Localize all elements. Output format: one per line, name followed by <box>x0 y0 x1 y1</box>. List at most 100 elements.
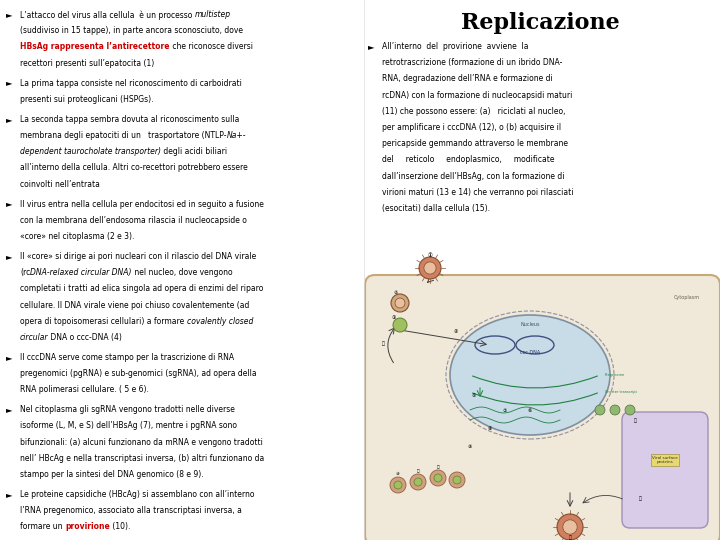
Text: l’RNA pregenomico, associato alla transcriptasi inversa, a: l’RNA pregenomico, associato alla transc… <box>20 507 242 515</box>
Text: ⑤: ⑤ <box>472 393 476 398</box>
Text: recettori presenti sull’epatocita (1): recettori presenti sull’epatocita (1) <box>20 59 154 68</box>
Text: all’interno della cellula. Altri co-recettori potrebbero essere: all’interno della cellula. Altri co-rece… <box>20 164 248 172</box>
Circle shape <box>414 478 422 486</box>
Text: ⑪: ⑪ <box>417 469 419 473</box>
Text: ►: ► <box>6 10 12 19</box>
Ellipse shape <box>450 315 610 435</box>
Circle shape <box>434 474 442 482</box>
Text: che riconosce diversi: che riconosce diversi <box>169 43 253 51</box>
Text: L’attacco del virus alla cellula  è un processo: L’attacco del virus alla cellula è un pr… <box>20 10 194 19</box>
Text: dall’inserzione dell’HBsAg, con la formazione di: dall’inserzione dell’HBsAg, con la forma… <box>382 172 564 180</box>
Text: ►: ► <box>6 115 12 124</box>
Text: ccc DNA: ccc DNA <box>520 349 540 354</box>
Text: pericapside gemmando attraverso le membrane: pericapside gemmando attraverso le membr… <box>382 139 568 148</box>
Text: del     reticolo     endoplasmico,     modificate: del reticolo endoplasmico, modificate <box>382 156 554 164</box>
Text: completati i tratti ad elica singola ad opera di enzimi del riparo: completati i tratti ad elica singola ad … <box>20 285 264 293</box>
Text: membrana degli epatociti di un   trasportatore (NTLP-: membrana degli epatociti di un trasporta… <box>20 131 227 140</box>
Circle shape <box>419 257 441 279</box>
Text: pregenomici (pgRNA) e sub-genomici (sgRNA), ad opera della: pregenomici (pgRNA) e sub-genomici (sgRN… <box>20 369 256 378</box>
Text: ►: ► <box>6 353 12 362</box>
Text: Le proteine capsidiche (HBcAg) si assemblano con all’interno: Le proteine capsidiche (HBcAg) si assemb… <box>20 490 254 499</box>
Text: La prima tappa consiste nel riconoscimento di carboidrati: La prima tappa consiste nel riconoscimen… <box>20 79 242 87</box>
Text: DNA o ccc-DNA (4): DNA o ccc-DNA (4) <box>48 333 122 342</box>
Text: ⑧: ⑧ <box>488 426 492 431</box>
FancyBboxPatch shape <box>622 412 708 528</box>
Text: Replicazione: Replicazione <box>461 12 619 34</box>
Text: cellulare. Il DNA virale viene poi chiuso covalentemente (ad: cellulare. Il DNA virale viene poi chius… <box>20 301 249 309</box>
Text: bifunzionali: (a) alcuni funzionano da mRNA e vengono tradotti: bifunzionali: (a) alcuni funzionano da m… <box>20 438 263 447</box>
Text: nel nucleo, dove vengono: nel nucleo, dove vengono <box>132 268 233 277</box>
Text: RNA, degradazione dell’RNA e formazione di: RNA, degradazione dell’RNA e formazione … <box>382 75 553 83</box>
Text: virioni maturi (13 e 14) che verranno poi rilasciati: virioni maturi (13 e 14) che verranno po… <box>382 188 574 197</box>
Circle shape <box>563 520 577 534</box>
Text: ④: ④ <box>454 329 458 334</box>
Text: ⑩: ⑩ <box>396 472 400 476</box>
Text: (suddiviso in 15 tappe), in parte ancora sconosciuto, dove: (suddiviso in 15 tappe), in parte ancora… <box>20 26 243 35</box>
Text: (10).: (10). <box>109 523 130 531</box>
Text: Il «core» si dirige ai pori nucleari con il rilascio del DNA virale: Il «core» si dirige ai pori nucleari con… <box>20 252 256 261</box>
Text: opera di topoisomerasi cellulari) a formare: opera di topoisomerasi cellulari) a form… <box>20 317 186 326</box>
Text: ►: ► <box>6 406 12 414</box>
Text: covalently closed: covalently closed <box>186 317 253 326</box>
Text: con la membrana dell’endosoma rilascia il nucleocapside o: con la membrana dell’endosoma rilascia i… <box>20 216 247 225</box>
Text: Il cccDNA serve come stampo per la trascrizione di RNA: Il cccDNA serve come stampo per la trasc… <box>20 353 234 362</box>
Text: multistep: multistep <box>194 10 231 19</box>
Text: circular: circular <box>20 333 48 342</box>
Circle shape <box>610 405 620 415</box>
Text: Na+-: Na+- <box>227 131 246 140</box>
Circle shape <box>410 474 426 490</box>
Circle shape <box>595 405 605 415</box>
Circle shape <box>449 472 465 488</box>
Text: isoforme (L, M, e S) dell’HBsAg (7), mentre i pgRNA sono: isoforme (L, M, e S) dell’HBsAg (7), men… <box>20 422 237 430</box>
Text: degli acidi biliari: degli acidi biliari <box>161 147 227 156</box>
Text: coinvolti nell’entrata: coinvolti nell’entrata <box>20 180 100 188</box>
Text: Nel citoplasma gli sgRNA vengono tradotti nelle diverse: Nel citoplasma gli sgRNA vengono tradott… <box>20 406 235 414</box>
Text: Viral surface
proteins: Viral surface proteins <box>652 456 678 464</box>
Text: (11) che possono essere: (a)   riciclati al nucleo,: (11) che possono essere: (a) riciclati a… <box>382 107 565 116</box>
Text: ►: ► <box>6 252 12 261</box>
Text: provirione: provirione <box>65 523 109 531</box>
Text: (esocitati) dalla cellula (15).: (esocitati) dalla cellula (15). <box>382 204 490 213</box>
Text: ►: ► <box>368 42 374 51</box>
Text: ⑨: ⑨ <box>468 444 472 449</box>
Text: stampo per la sintesi del DNA genomico (8 e 9).: stampo per la sintesi del DNA genomico (… <box>20 470 204 479</box>
Text: retrotrascrizione (formazione di un ibrido DNA-: retrotrascrizione (formazione di un ibri… <box>382 58 562 67</box>
Text: ►: ► <box>6 490 12 499</box>
Text: ⑦: ⑦ <box>503 408 507 413</box>
Text: ③: ③ <box>392 315 396 320</box>
Text: ⑥: ⑥ <box>528 408 532 413</box>
Text: (rc: (rc <box>20 268 30 277</box>
Text: ⑫: ⑫ <box>382 341 384 346</box>
Circle shape <box>395 298 405 308</box>
Text: Il virus entra nella cellula per endocitosi ed in seguito a fusione: Il virus entra nella cellula per endocit… <box>20 200 264 208</box>
Circle shape <box>430 470 446 486</box>
Text: HBsAg rappresenta l’antirecettore: HBsAg rappresenta l’antirecettore <box>20 43 169 51</box>
Text: «core» nel citoplasma (2 e 3).: «core» nel citoplasma (2 e 3). <box>20 232 135 241</box>
Text: ⑬: ⑬ <box>634 418 636 423</box>
Text: per amplificare i cccDNA (12), o (b) acquisire il: per amplificare i cccDNA (12), o (b) acq… <box>382 123 561 132</box>
Text: ⑫: ⑫ <box>437 465 439 469</box>
Text: Nucleus: Nucleus <box>521 322 540 327</box>
Text: dependent taurocholate transporter): dependent taurocholate transporter) <box>20 147 161 156</box>
Circle shape <box>557 514 583 540</box>
Text: presenti sui proteoglicani (HSPGs).: presenti sui proteoglicani (HSPGs). <box>20 95 153 104</box>
Text: ⑮: ⑮ <box>569 535 572 540</box>
Text: DNA-relaxed circular DNA): DNA-relaxed circular DNA) <box>30 268 132 277</box>
Text: formare un: formare un <box>20 523 65 531</box>
Text: ①: ① <box>428 253 433 258</box>
Text: Shorter transcript: Shorter transcript <box>605 390 637 394</box>
Text: nell’ HBcAg e nella transcriptasi inversa, (b) altri funzionano da: nell’ HBcAg e nella transcriptasi invers… <box>20 454 264 463</box>
FancyBboxPatch shape <box>365 275 720 540</box>
Circle shape <box>390 477 406 493</box>
Circle shape <box>391 294 409 312</box>
Text: Pregenome: Pregenome <box>605 373 625 377</box>
Text: RNA polimerasi cellulare. ( 5 e 6).: RNA polimerasi cellulare. ( 5 e 6). <box>20 386 149 394</box>
Text: All’interno  del  provirione  avviene  la: All’interno del provirione avviene la <box>382 42 528 51</box>
Text: ②: ② <box>394 290 398 295</box>
Circle shape <box>453 476 461 484</box>
Text: rcDNA) con la formazione di nucleocapsidi maturi: rcDNA) con la formazione di nucleocapsid… <box>382 91 572 99</box>
Circle shape <box>394 481 402 489</box>
Text: ⑭: ⑭ <box>639 496 642 501</box>
Circle shape <box>393 318 407 332</box>
Circle shape <box>625 405 635 415</box>
